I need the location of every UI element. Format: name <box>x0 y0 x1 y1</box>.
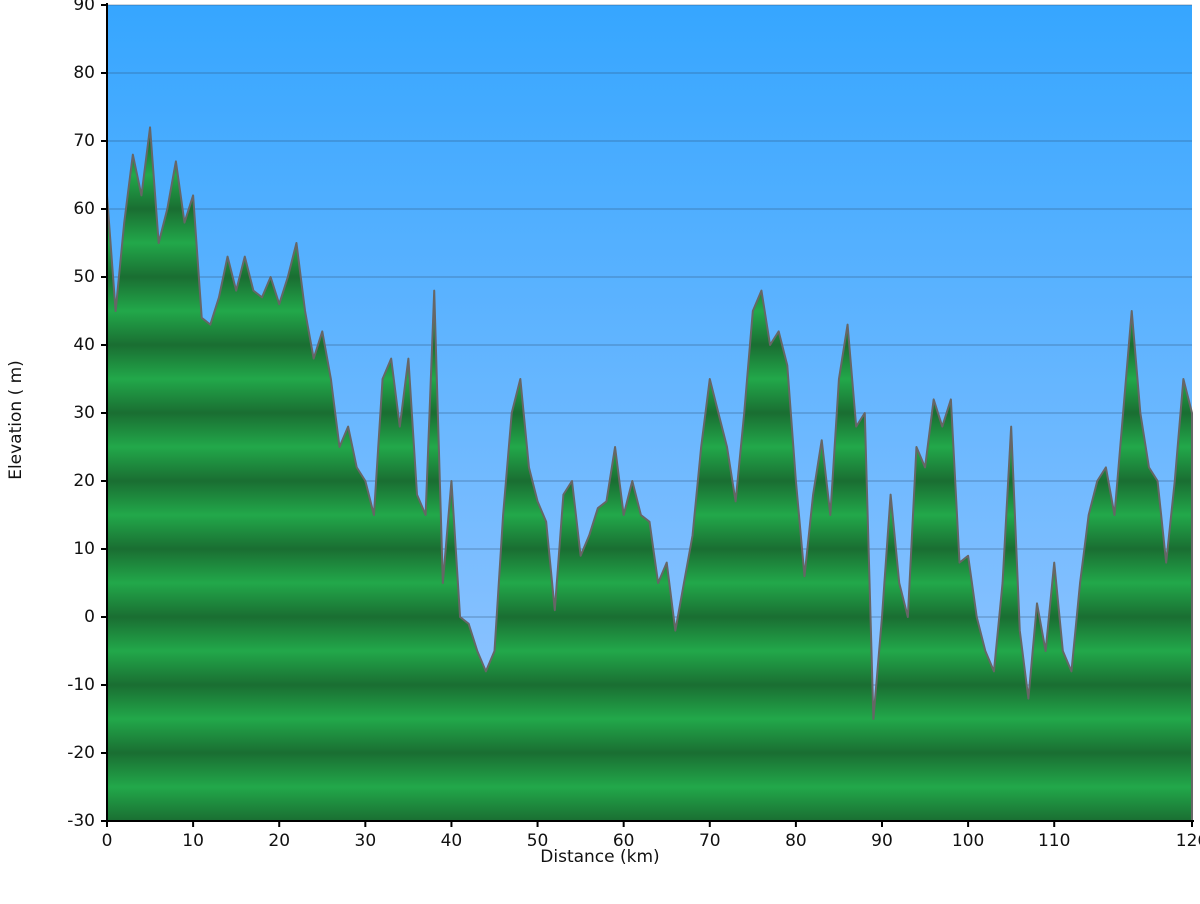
x-tick-label: 30 <box>355 831 377 851</box>
y-tick-label: 20 <box>73 471 95 491</box>
x-tick-label: 90 <box>871 831 893 851</box>
y-tick-label: 80 <box>73 63 95 83</box>
y-tick-label: 60 <box>73 199 95 219</box>
x-tick-label: 126 <box>1176 831 1200 851</box>
x-tick-label: 0 <box>102 831 113 851</box>
y-tick-label: -10 <box>67 675 95 695</box>
y-tick-label: 10 <box>73 539 95 559</box>
x-tick-label: 40 <box>441 831 463 851</box>
y-tick-label: 70 <box>73 131 95 151</box>
x-tick-label: 10 <box>182 831 204 851</box>
x-tick-label: 60 <box>613 831 635 851</box>
x-tick-label: 70 <box>699 831 721 851</box>
x-tick-label: 50 <box>527 831 549 851</box>
x-axis-title: Distance (km) <box>540 847 659 867</box>
x-tick-label: 100 <box>952 831 984 851</box>
elevation-area <box>106 126 1193 822</box>
x-tick-label: 80 <box>785 831 807 851</box>
y-tick-label: 90 <box>73 0 95 15</box>
y-tick-label: 0 <box>84 607 95 627</box>
y-tick-label: -30 <box>67 811 95 831</box>
y-tick-label: -20 <box>67 743 95 763</box>
x-tick-label: 20 <box>268 831 290 851</box>
x-tick-label: 110 <box>1038 831 1070 851</box>
y-axis-title: Elevation ( m) <box>6 360 26 480</box>
y-tick-label: 30 <box>73 403 95 423</box>
y-tick-label: 40 <box>73 335 95 355</box>
y-tick-label: 50 <box>73 267 95 287</box>
